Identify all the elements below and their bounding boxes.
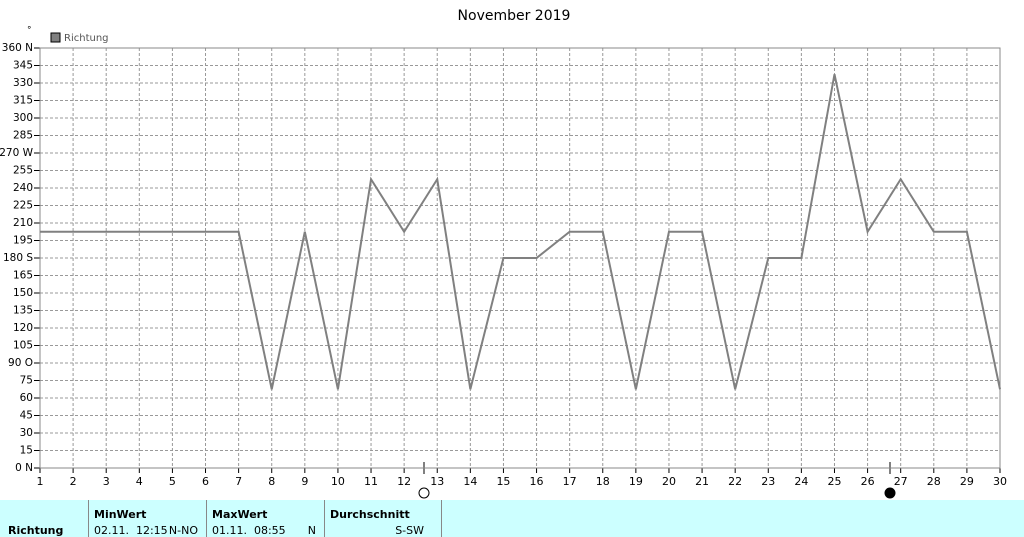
y-tick-label: 30: [20, 427, 33, 439]
legend-swatch: [50, 32, 61, 43]
min-time: 02.11. 12:15: [94, 524, 168, 537]
x-tick-label: 9: [301, 475, 308, 488]
x-tick-label: 8: [268, 475, 275, 488]
chart: November 2019 ° Richtung 0 N153045607590…: [0, 8, 1007, 499]
x-tick-label: 2: [70, 475, 77, 488]
avg-value: S-SW: [395, 524, 424, 537]
full-moon-icon: [418, 487, 430, 499]
x-tick-label: 19: [629, 475, 643, 488]
y-tick-label: 360 N: [2, 42, 33, 54]
y-tick-label: 150: [13, 287, 33, 299]
x-tick-label: 20: [662, 475, 676, 488]
x-tick-label: 21: [695, 475, 709, 488]
x-tick-label: 15: [496, 475, 510, 488]
y-tick-label: 165: [13, 270, 33, 282]
y-tick-label: 180 S: [3, 252, 33, 264]
y-tick-label: 285: [13, 130, 33, 142]
x-tick-label: 28: [927, 475, 941, 488]
y-tick-label: 255: [13, 165, 33, 177]
x-tick-label: 10: [331, 475, 345, 488]
y-tick-label: 105: [13, 340, 33, 352]
x-tick-label: 3: [103, 475, 110, 488]
legend-label: Richtung: [64, 33, 109, 44]
x-tick-label: 12: [397, 475, 411, 488]
min-header: MinWert: [94, 508, 147, 521]
x-tick-label: 14: [463, 475, 477, 488]
separator: [206, 500, 207, 537]
chart-title: November 2019: [458, 8, 571, 24]
y-tick-label: 270 W: [0, 147, 34, 159]
y-tick-label: 135: [13, 305, 33, 317]
y-tick-label: 0 N: [15, 462, 33, 474]
x-tick-label: 23: [761, 475, 775, 488]
x-tick-label: 6: [202, 475, 209, 488]
avg-header: Durchschnitt: [330, 508, 410, 521]
min-value: N-NO: [168, 524, 198, 537]
x-tick-label: 22: [728, 475, 742, 488]
new-moon-icon: [884, 487, 896, 499]
separator: [88, 500, 89, 537]
x-tick-label: 24: [794, 475, 808, 488]
y-tick-label: 90 O: [8, 357, 33, 369]
x-tick-label: 16: [530, 475, 544, 488]
y-axis-label: °: [27, 26, 32, 36]
x-tick-label: 1: [37, 475, 44, 488]
y-tick-label: 75: [20, 375, 33, 387]
x-tick-label: 7: [235, 475, 242, 488]
data-line: [40, 74, 1001, 390]
x-tick-label: 18: [596, 475, 610, 488]
x-tick-label: 5: [169, 475, 176, 488]
x-tick-label: 17: [563, 475, 577, 488]
x-tick-label: 13: [430, 475, 444, 488]
y-tick-label: 15: [20, 445, 33, 457]
y-tick-label: 300: [13, 112, 33, 124]
y-tick-label: 225: [13, 200, 33, 212]
y-tick-label: 120: [13, 322, 33, 334]
x-tick-label: 25: [827, 475, 841, 488]
x-tick-label: 11: [364, 475, 378, 488]
y-tick-label: 45: [20, 410, 33, 422]
row-label: Richtung: [8, 524, 64, 537]
legend: Richtung: [50, 32, 109, 44]
y-tick-label: 60: [20, 392, 33, 404]
y-tick-label: 330: [13, 77, 33, 89]
x-tick-label: 30: [993, 475, 1007, 488]
plot-frame: [39, 47, 1001, 469]
y-tick-label: 210: [13, 217, 33, 229]
x-tick-label: 26: [861, 475, 875, 488]
x-tick-label: 29: [960, 475, 974, 488]
y-tick-label: 240: [13, 182, 33, 194]
max-header: MaxWert: [212, 508, 268, 521]
x-tick-label: 4: [136, 475, 143, 488]
max-value: N: [307, 524, 316, 537]
summary-table: Richtung MinWert 02.11. 12:15 N-NO MaxWe…: [0, 500, 1024, 537]
separator: [324, 500, 325, 537]
y-tick-label: 195: [13, 235, 33, 247]
max-time: 01.11. 08:55: [212, 524, 286, 537]
y-tick-label: 345: [13, 60, 33, 72]
separator: [441, 500, 442, 537]
x-tick-label: 27: [894, 475, 908, 488]
y-tick-label: 315: [13, 95, 33, 107]
grid: [39, 47, 1001, 469]
